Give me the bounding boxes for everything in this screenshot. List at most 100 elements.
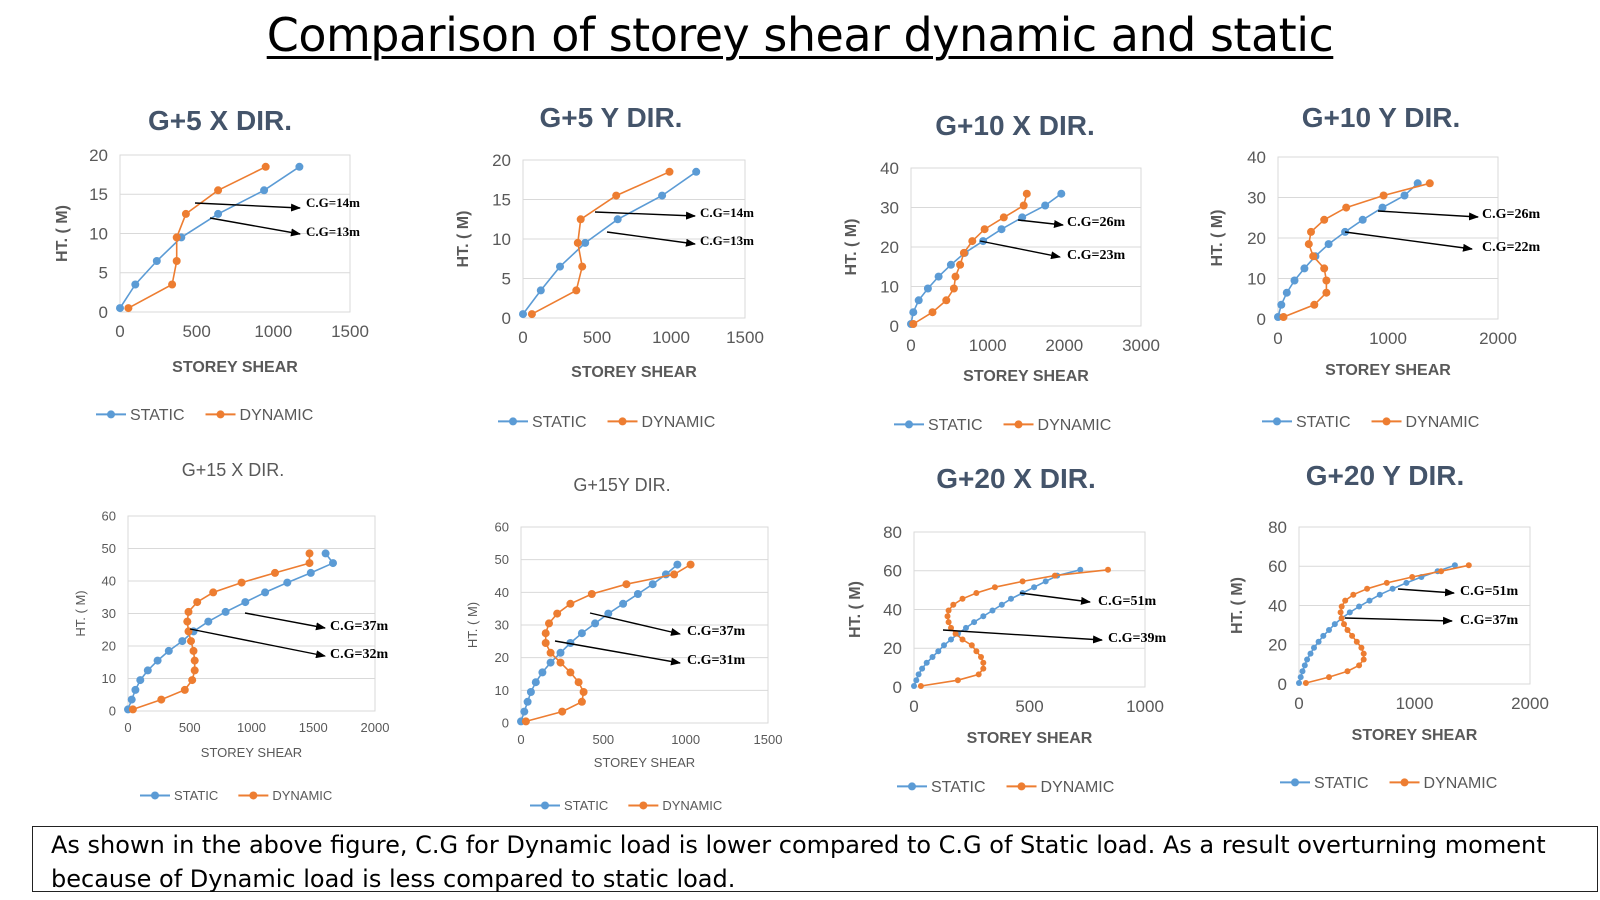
dynamic-data-point: [999, 213, 1008, 222]
cg-arrow: [1344, 231, 1473, 252]
static-data-point: [204, 617, 213, 626]
static-series-line: [1277, 182, 1419, 318]
legend-static-label: STATIC: [564, 798, 608, 813]
x-tick-label: 2000: [361, 720, 390, 735]
y-axis-label: HT. ( M): [847, 581, 864, 638]
dynamic-data-point: [576, 215, 585, 224]
x-tick-label: 0: [517, 732, 524, 747]
static-data-point: [934, 272, 943, 281]
cg-arrow: [942, 629, 1103, 644]
dynamic-data-point: [545, 619, 553, 628]
dynamic-data-point: [180, 685, 189, 694]
dynamic-series-line: [132, 553, 311, 711]
x-tick-label: 500: [1015, 697, 1043, 716]
legend-dynamic-marker: [1014, 420, 1023, 429]
static-data-point: [178, 637, 187, 646]
static-data-point: [591, 619, 600, 628]
x-tick-label: 1500: [754, 732, 783, 747]
dynamic-data-point: [968, 237, 977, 246]
static-data-point: [989, 607, 996, 614]
y-tick-label: 5: [502, 269, 511, 288]
page-title: Comparison of storey shear dynamic and s…: [266, 8, 1334, 62]
y-tick-label: 5: [99, 264, 108, 283]
dynamic-data-point: [973, 590, 980, 596]
legend-static-label: STATIC: [1314, 775, 1369, 792]
static-data-point: [963, 624, 969, 631]
dynamic-data-point: [980, 225, 989, 234]
cg-arrow: [606, 231, 696, 247]
cg-annotation: C.G=14m: [700, 205, 754, 220]
cg-arrow: [1377, 210, 1479, 221]
dynamic-data-point: [942, 296, 951, 305]
x-axis-label: STOREY SHEAR: [1325, 362, 1451, 379]
static-data-point: [306, 568, 315, 577]
dynamic-data-point: [566, 599, 575, 608]
y-tick-label: 0: [502, 716, 509, 731]
cg-annotation: C.G=26m: [1067, 215, 1125, 230]
x-axis-label: STOREY SHEAR: [967, 730, 1093, 747]
legend-dynamic-marker: [216, 410, 225, 419]
y-axis-label: HT. ( M): [1209, 210, 1226, 267]
static-data-point: [1376, 591, 1383, 598]
legend-static-label: STATIC: [174, 788, 218, 803]
legend-dynamic-label: DYNAMIC: [662, 798, 722, 813]
y-tick-label: 0: [1257, 310, 1266, 329]
static-data-point: [1296, 680, 1302, 686]
static-data-point: [143, 666, 152, 675]
x-tick-label: 500: [179, 720, 201, 735]
static-data-point: [519, 310, 527, 319]
y-tick-label: 30: [495, 618, 509, 633]
cg-arrow: [1344, 616, 1453, 625]
dynamic-data-point: [566, 668, 575, 677]
x-tick-label: 1000: [1369, 329, 1407, 348]
chart-title: G+10 X DIR.: [935, 110, 1095, 141]
x-axis-label: STOREY SHEAR: [594, 755, 695, 770]
y-tick-label: 20: [1247, 229, 1266, 248]
dynamic-series-line: [525, 563, 692, 723]
x-axis-label: STOREY SHEAR: [571, 364, 697, 381]
static-data-point: [1403, 579, 1410, 586]
cg-annotation: C.G=37m: [687, 624, 745, 639]
y-tick-label: 10: [1247, 269, 1266, 288]
dynamic-data-point: [572, 286, 581, 295]
cg-arrow: [1017, 219, 1064, 228]
dynamic-data-point: [1338, 615, 1345, 622]
y-tick-label: 15: [492, 190, 511, 209]
dynamic-data-point: [1322, 288, 1331, 297]
static-data-point: [1057, 189, 1066, 198]
cg-arrow: [979, 240, 1061, 260]
dynamic-data-point: [521, 717, 530, 726]
dynamic-data-point: [948, 624, 954, 631]
x-tick-label: 0: [909, 697, 918, 716]
chart-panel-6: G+15Y DIR. 0 10 20 30 40 50 60 0 500 1000 1500 STORE…: [465, 475, 782, 813]
x-tick-label: 500: [583, 328, 611, 347]
legend-static-label: STATIC: [931, 779, 986, 796]
x-tick-label: 1000: [254, 322, 292, 341]
static-series-line: [910, 193, 1062, 325]
y-tick-label: 60: [1268, 557, 1287, 576]
static-data-point: [1018, 213, 1027, 222]
dynamic-data-point: [622, 580, 631, 589]
dynamic-data-point: [187, 637, 195, 646]
chart-panel-2: G+5 Y DIR. 0 5 10 15 20 0 500 1000 1500 STOREY SHE…: [455, 102, 764, 431]
dynamic-data-point: [1051, 572, 1058, 579]
dynamic-data-point: [190, 656, 199, 665]
dynamic-data-point: [1353, 638, 1360, 645]
dynamic-data-point: [527, 310, 536, 319]
dynamic-data-point: [949, 284, 958, 293]
cg-annotation: C.G=22m: [1482, 240, 1540, 255]
static-data-point: [1282, 288, 1291, 297]
legend-static-marker: [541, 801, 549, 810]
dynamic-data-point: [579, 688, 588, 696]
static-data-point: [153, 656, 162, 665]
x-tick-label: 2000: [1479, 329, 1517, 348]
dynamic-series-line: [128, 166, 267, 309]
static-data-point: [261, 588, 270, 597]
static-data-point: [241, 598, 250, 607]
dynamic-data-point: [574, 678, 583, 687]
static-data-point: [971, 619, 978, 626]
chart-panel-5: G+15 X DIR. 0 10 20 30 40 50 60 0 500 1000 1500 2000…: [73, 460, 389, 803]
static-data-point: [619, 599, 628, 608]
y-tick-label: 80: [1268, 518, 1287, 537]
static-data-point: [577, 629, 586, 638]
